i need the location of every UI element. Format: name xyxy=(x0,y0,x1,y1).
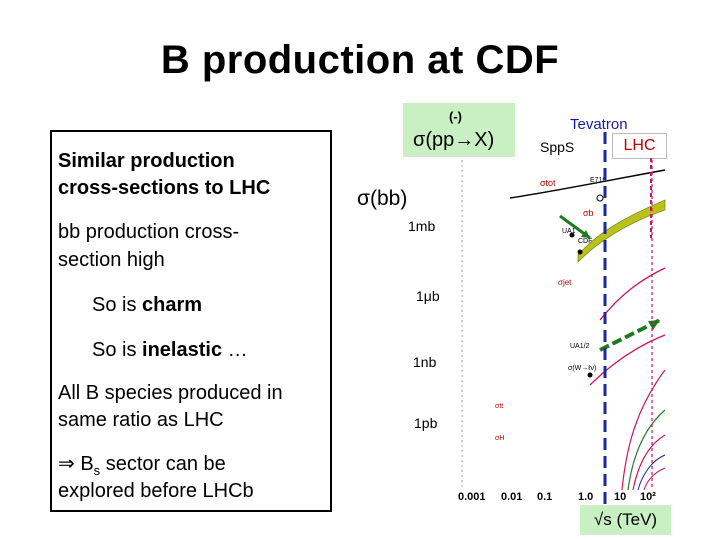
x-tick-0: 0.001 xyxy=(458,491,486,503)
cross-section-plot: σtot E710 σb CDF UA1 σjet σ(W→ℓν) UA1/2 … xyxy=(450,160,672,490)
y-label-1pb: 1pb xyxy=(414,415,438,431)
x-tick-5: 10² xyxy=(640,491,656,503)
text-species-line2: same ratio as LHC xyxy=(58,409,224,431)
slide-title: B production at CDF xyxy=(160,38,560,82)
sigma-bb-label: σ(bb) xyxy=(357,187,408,210)
text-charm: So is charm xyxy=(92,294,203,316)
charm-word: charm xyxy=(142,294,203,316)
x-tick-2: 0.1 xyxy=(537,491,553,503)
text-bs-line1: ⇒ Bs sector can be xyxy=(58,453,226,478)
inelastic-word: inelastic xyxy=(142,339,223,361)
label-sigma-h: σH xyxy=(495,435,504,442)
sigma-w-curve xyxy=(589,334,666,386)
green-arrow-lower xyxy=(599,318,661,352)
text-similar-line2: cross-sections to LHC xyxy=(58,177,271,199)
spps-label: SppS xyxy=(540,139,575,155)
text-bb-line2: section high xyxy=(58,249,165,271)
text-bb-line1: bb production cross- xyxy=(58,221,240,243)
sigma-tot-curve xyxy=(509,169,666,199)
sigma-b-band xyxy=(577,199,666,263)
x-tick-4: 10 xyxy=(614,491,627,503)
label-sigma-w: σ(W→ℓν) xyxy=(568,365,596,372)
label-e710: E710 xyxy=(590,177,606,184)
label-sigma-b: σb xyxy=(583,208,594,218)
x-tick-3: 1.0 xyxy=(578,491,594,503)
y-label-1nb: 1nb xyxy=(413,354,437,370)
text-bs-line2: explored before LHCb xyxy=(58,480,254,502)
label-sigma-tot: σtot xyxy=(540,178,556,188)
sigma-total-label-box: (-) σ(pp→X) xyxy=(403,103,515,157)
x-axis-label: √s (TeV) xyxy=(580,505,671,535)
summary-box: Similar production cross-sections to LHC… xyxy=(50,130,332,512)
label-cdf: CDF xyxy=(578,238,592,245)
x-tick-1: 0.01 xyxy=(501,491,523,503)
pbar-mark: (-) xyxy=(449,109,462,124)
lhc-line xyxy=(650,158,652,238)
label-ua1: UA1 xyxy=(562,228,576,235)
label-sigma-jet: σjet xyxy=(558,278,572,287)
lhc-label: LHC xyxy=(612,133,667,159)
y-label-1mb: 1mb xyxy=(408,218,436,234)
label-ua12: UA1/2 xyxy=(570,343,590,350)
sigma-total-label: σ(pp→X) xyxy=(413,129,495,151)
text-similar-line1: Similar production xyxy=(58,150,235,172)
label-sigma-tt: σtt xyxy=(495,403,503,410)
tevatron-line xyxy=(603,132,607,512)
text-inelastic: So is inelastic … xyxy=(92,339,248,361)
tevatron-label: Tevatron xyxy=(570,116,628,133)
y-label-1ub: 1μb xyxy=(416,288,440,304)
text-species-line1: All B species produced in xyxy=(58,382,283,404)
